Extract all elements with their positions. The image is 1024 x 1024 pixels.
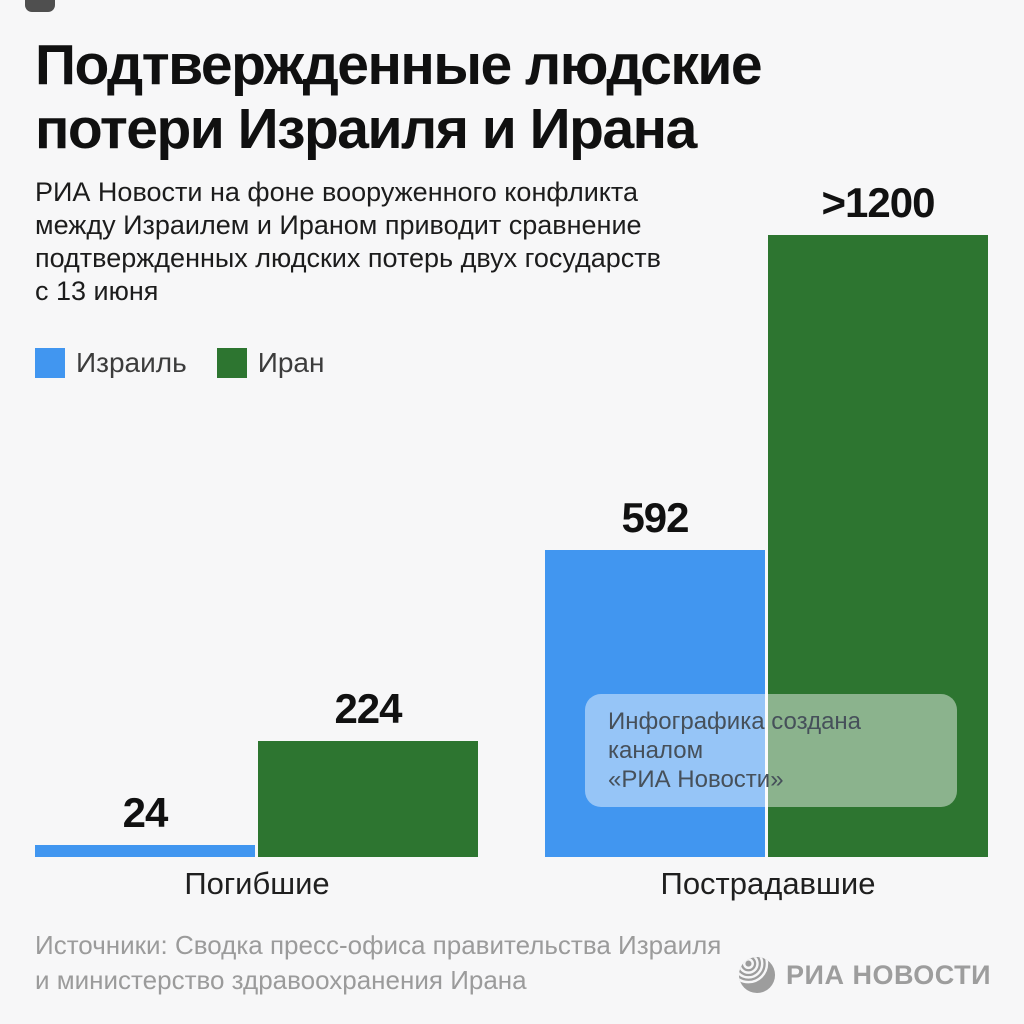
logo-text: РИА НОВОСТИ <box>786 959 991 990</box>
legend-label-iran: Иран <box>257 347 325 378</box>
bar-iran-dead: 224 <box>258 685 478 857</box>
bar-israel-dead: 24 <box>35 789 255 857</box>
sources-text: Источники: Сводка пресс-офиса правительс… <box>35 930 722 995</box>
globe-icon <box>738 956 776 994</box>
chart-legend: Израиль Иран <box>35 347 324 379</box>
attribution-tooltip: Инфографика создана каналом «РИА Новости… <box>585 694 957 807</box>
bar-iran-injured: >1200 <box>768 179 988 857</box>
corner-mark <box>25 0 55 12</box>
ria-novosti-logo: РИА НОВОСТИ <box>738 956 991 994</box>
legend-item-israel: Израиль <box>35 347 187 379</box>
bar-chart: 24 224 592 >1200 <box>35 179 990 857</box>
category-label-injured: Пострадавшие <box>660 866 876 901</box>
legend-swatch-israel <box>35 348 65 378</box>
bar-value-label: 224 <box>334 685 402 732</box>
bar-value-label: >1200 <box>821 179 936 226</box>
bar-value-label: 592 <box>621 494 689 541</box>
legend-item-iran: Иран <box>216 347 325 379</box>
legend-swatch-iran <box>216 348 247 378</box>
bar-israel-injured: 592 <box>545 494 765 857</box>
bar-value-label: 24 <box>122 789 169 836</box>
page-subtitle: РИА Новости на фоне вооруженного конфлик… <box>35 177 661 306</box>
category-label-dead: Погибшие <box>184 866 330 901</box>
page-title: Подтвержденные людские потери Израиля и … <box>35 33 763 161</box>
legend-label-israel: Израиль <box>76 347 187 378</box>
